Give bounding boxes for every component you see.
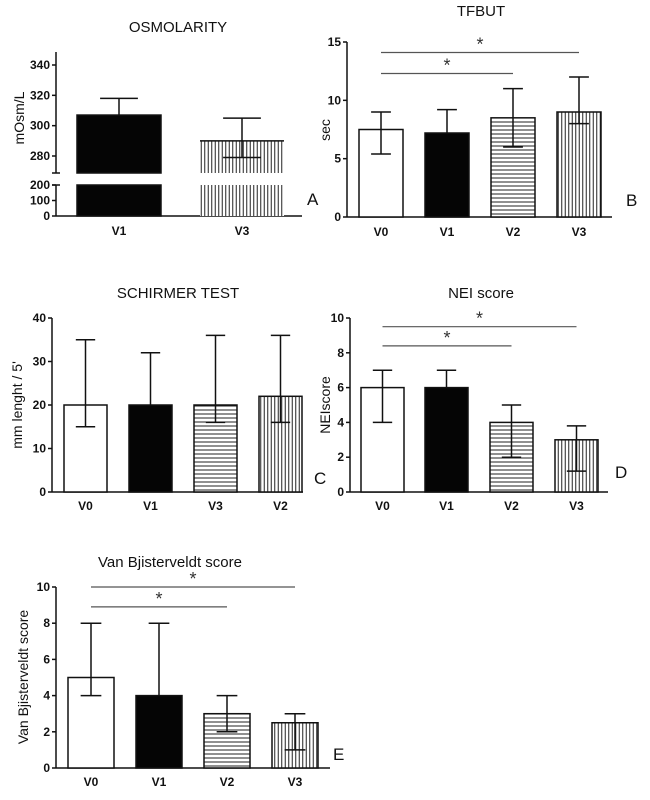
x-tick-label: V1 (440, 225, 455, 239)
x-tick-label: V1 (152, 775, 167, 789)
chart-panel-e: Van Bjisterveldt score E Van Bjisterveldt … (15, 554, 344, 789)
y-tick-label: 6 (43, 652, 50, 666)
y-tick-label: 300 (30, 119, 50, 133)
y-tick-label: 4 (337, 415, 344, 429)
y-tick-label: 4 (43, 689, 50, 703)
y-tick-label: 8 (337, 346, 344, 360)
x-tick-label: V1 (143, 499, 158, 513)
bar-v3-lower (200, 185, 284, 216)
chart-title: SCHIRMER TEST (117, 285, 239, 302)
y-tick-label: 280 (30, 149, 50, 163)
y-tick-label: 10 (33, 442, 47, 456)
y-tick-label: 0 (43, 209, 50, 223)
bar-v3 (556, 111, 602, 218)
y-tick-label: 0 (334, 210, 341, 224)
y-tick-label: 10 (328, 93, 342, 107)
x-tick-label: V3 (235, 224, 250, 238)
x-tick-label: V0 (375, 499, 390, 513)
y-tick-label: 15 (328, 35, 342, 49)
y-tick-label: 320 (30, 88, 50, 102)
chart-title: OSMOLARITY (129, 19, 227, 36)
y-tick-label: 2 (43, 725, 50, 739)
panel-label: A (307, 190, 319, 209)
significance-star: * (476, 35, 483, 55)
bar-v1 (76, 114, 162, 174)
panel-label: C (314, 469, 326, 488)
chart-panel-c: SCHIRMER TEST Cmm lenght / 5' 0 10 20 30 40 V0 V… (9, 285, 326, 513)
y-tick-label: 340 (30, 58, 50, 72)
x-tick-label: V3 (569, 499, 584, 513)
panel-label: B (626, 191, 637, 210)
y-axis-label: mOsm/L (11, 91, 27, 144)
x-tick-label: V2 (220, 775, 235, 789)
y-tick-label: 30 (33, 355, 47, 369)
x-tick-label: V2 (273, 499, 288, 513)
x-tick-label: V3 (208, 499, 223, 513)
bar-v1 (128, 404, 173, 493)
y-axis-label: Van Bjisterveldt score (15, 610, 31, 745)
y-tick-label: 0 (43, 761, 50, 775)
significance-star: * (476, 309, 483, 329)
chart-title: Van Bjisterveldt score (98, 554, 242, 571)
y-axis-label: mm lenght / 5' (9, 361, 25, 449)
y-tick-label: 5 (334, 152, 341, 166)
x-tick-label: V3 (288, 775, 303, 789)
significance-star: * (155, 589, 162, 609)
x-tick-label: V1 (112, 224, 127, 238)
y-tick-label: 10 (331, 311, 345, 325)
chart-title: NEI score (448, 285, 514, 302)
y-tick-label: 2 (337, 450, 344, 464)
y-axis-label: sec (317, 119, 333, 141)
x-tick-label: V0 (84, 775, 99, 789)
bar-v1 (424, 386, 469, 493)
significance-star: * (443, 328, 450, 348)
y-tick-label: 100 (30, 194, 50, 208)
y-tick-label: 6 (337, 381, 344, 395)
y-tick-label: 20 (33, 398, 47, 412)
x-tick-label: V2 (506, 225, 521, 239)
y-tick-label: 200 (30, 178, 50, 192)
y-tick-label: 40 (33, 311, 47, 325)
y-tick-label: 0 (39, 485, 46, 499)
x-tick-label: V2 (504, 499, 519, 513)
panel-label: E (333, 745, 344, 764)
chart-title: TFBUT (457, 3, 505, 20)
y-axis-label: NEIscore (317, 376, 333, 434)
significance-star: * (443, 56, 450, 76)
x-tick-label: V0 (374, 225, 389, 239)
bar-v1-lower (76, 184, 162, 217)
y-tick-label: 8 (43, 616, 50, 630)
x-tick-label: V0 (78, 499, 93, 513)
bar-v1 (135, 694, 183, 769)
significance-star: * (189, 569, 196, 589)
chart-panel-d: NEI score D NEIscore 0 2 4 6 8 10 V0 V1 V2 V3 * * (317, 285, 627, 513)
bar-v1 (424, 132, 470, 218)
y-tick-label: 10 (37, 580, 51, 594)
panel-label: D (615, 463, 627, 482)
x-tick-label: V3 (572, 225, 587, 239)
y-tick-label: 0 (337, 485, 344, 499)
x-tick-label: V1 (439, 499, 454, 513)
